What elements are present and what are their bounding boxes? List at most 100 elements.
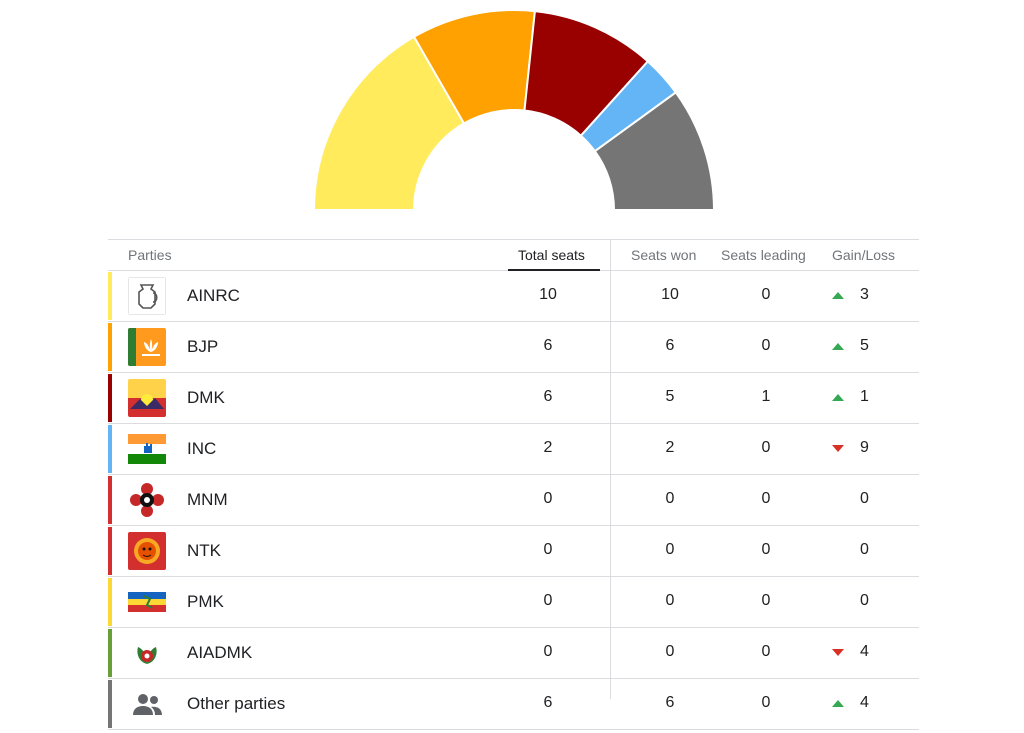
table-row[interactable]: MNM 0 0 0 0 — [108, 475, 919, 526]
party-name: MNM — [187, 490, 228, 509]
total-seats-value: 0 — [543, 541, 553, 558]
header-total-seats[interactable]: Total seats — [518, 247, 585, 263]
table-header: Parties Total seats Seats won Seats lead… — [108, 239, 919, 271]
gain-loss-cell: 5 — [832, 337, 892, 357]
lotus-flag-icon — [128, 328, 166, 366]
party-color-stripe — [108, 323, 112, 371]
party-color-stripe — [108, 476, 112, 524]
header-gain-loss[interactable]: Gain/Loss — [832, 247, 896, 263]
gain-loss-value: 4 — [860, 643, 869, 660]
gain-loss-value: 1 — [860, 388, 869, 405]
party-name: INC — [187, 439, 217, 458]
header-seats-won[interactable]: Seats won — [631, 247, 697, 263]
seats-leading-value: 0 — [761, 643, 771, 660]
seats-won-value: 0 — [665, 490, 675, 507]
gain-arrow-up-icon — [832, 343, 844, 350]
seats-leading-value: 1 — [761, 388, 771, 405]
party-color-stripe — [108, 272, 112, 320]
table-row[interactable]: INC 2 2 0 9 — [108, 424, 919, 475]
gain-loss-value: 5 — [860, 337, 869, 354]
seats-won-value: 5 — [665, 388, 675, 405]
total-seats-value: 6 — [543, 694, 553, 711]
party-color-stripe — [108, 680, 112, 728]
half-donut-chart — [312, 9, 716, 211]
seats-won-value: 2 — [665, 439, 675, 456]
active-sort-underline — [508, 269, 600, 271]
gain-loss-value: 0 — [860, 592, 869, 609]
party-name: DMK — [187, 388, 225, 407]
total-seats-value: 6 — [543, 388, 553, 405]
loss-arrow-down-icon — [832, 445, 844, 452]
table-row[interactable]: PMK 0 0 0 0 — [108, 577, 919, 628]
party-name: BJP — [187, 337, 219, 356]
seat-share-chart — [0, 0, 1024, 230]
gain-loss-cell: 1 — [832, 388, 892, 408]
party-name: Other parties — [187, 694, 286, 713]
total-seats-value: 2 — [543, 439, 553, 456]
table-row[interactable]: NTK 0 0 0 0 — [108, 526, 919, 577]
table-row[interactable]: AIADMK 0 0 0 4 — [108, 628, 919, 679]
gain-loss-cell: 0 — [832, 592, 892, 612]
seats-leading-value: 0 — [761, 337, 771, 354]
gain-loss-cell: 4 — [832, 694, 892, 714]
table-row[interactable]: AINRC 10 10 0 3 — [108, 271, 919, 322]
seats-won-value: 6 — [665, 694, 675, 711]
tricolor-hand-flag-icon — [128, 430, 166, 468]
gain-loss-cell: 3 — [832, 286, 892, 306]
gain-loss-value: 9 — [860, 439, 869, 456]
gain-loss-value: 3 — [860, 286, 869, 303]
total-seats-value: 6 — [543, 337, 553, 354]
seats-won-value: 0 — [665, 592, 675, 609]
gain-loss-cell: 0 — [832, 490, 892, 510]
party-color-stripe — [108, 578, 112, 626]
seats-won-value: 6 — [665, 337, 675, 354]
gain-arrow-up-icon — [832, 394, 844, 401]
rising-sun-flag-icon — [128, 379, 166, 417]
table-row[interactable]: DMK 6 5 1 1 — [108, 373, 919, 424]
header-seats-leading[interactable]: Seats leading — [721, 247, 806, 263]
tiger-emblem-icon — [128, 532, 166, 570]
seats-leading-value: 0 — [761, 592, 771, 609]
table-row[interactable]: Other parties 6 6 0 4 — [108, 679, 919, 730]
people-icon — [128, 685, 166, 723]
party-name: NTK — [187, 541, 221, 560]
tricolor-band-flag-icon — [128, 583, 166, 621]
results-table: Parties Total seats Seats won Seats lead… — [108, 239, 919, 730]
gain-loss-cell: 9 — [832, 439, 892, 459]
party-name: PMK — [187, 592, 224, 611]
seats-leading-value: 0 — [761, 490, 771, 507]
gain-loss-value: 0 — [860, 541, 869, 558]
gain-loss-cell: 4 — [832, 643, 892, 663]
gain-loss-value: 0 — [860, 490, 869, 507]
seats-won-value: 10 — [661, 286, 679, 303]
loss-arrow-down-icon — [832, 649, 844, 656]
table-row[interactable]: BJP 6 6 0 5 — [108, 322, 919, 373]
seats-won-value: 0 — [665, 541, 675, 558]
party-color-stripe — [108, 629, 112, 677]
joined-hands-emblem-icon — [128, 481, 166, 519]
gain-arrow-up-icon — [832, 292, 844, 299]
gain-loss-cell: 0 — [832, 541, 892, 561]
gain-loss-value: 4 — [860, 694, 869, 711]
party-name: AIADMK — [187, 643, 253, 662]
seats-leading-value: 0 — [761, 694, 771, 711]
party-color-stripe — [108, 374, 112, 422]
jug-symbol-icon — [128, 277, 166, 315]
donut-segment-ainrc[interactable] — [312, 35, 466, 211]
gain-arrow-up-icon — [832, 700, 844, 707]
seats-leading-value: 0 — [761, 286, 771, 303]
seats-leading-value: 0 — [761, 541, 771, 558]
total-seats-value: 0 — [543, 592, 553, 609]
total-seats-value: 0 — [543, 490, 553, 507]
donut-segment-other-parties[interactable] — [593, 91, 716, 211]
column-divider — [610, 239, 611, 699]
table-body: AINRC 10 10 0 3 BJP 6 6 0 5 DMK 6 5 1 1 INC 2 2 0 9 MNM 0 0 0 0 N… — [108, 271, 919, 730]
header-parties: Parties — [128, 247, 172, 263]
party-name: AINRC — [187, 286, 240, 305]
party-color-stripe — [108, 425, 112, 473]
total-seats-value: 0 — [543, 643, 553, 660]
party-color-stripe — [108, 527, 112, 575]
two-leaves-emblem-icon — [128, 634, 166, 672]
total-seats-value: 10 — [539, 286, 557, 303]
seats-leading-value: 0 — [761, 439, 771, 456]
